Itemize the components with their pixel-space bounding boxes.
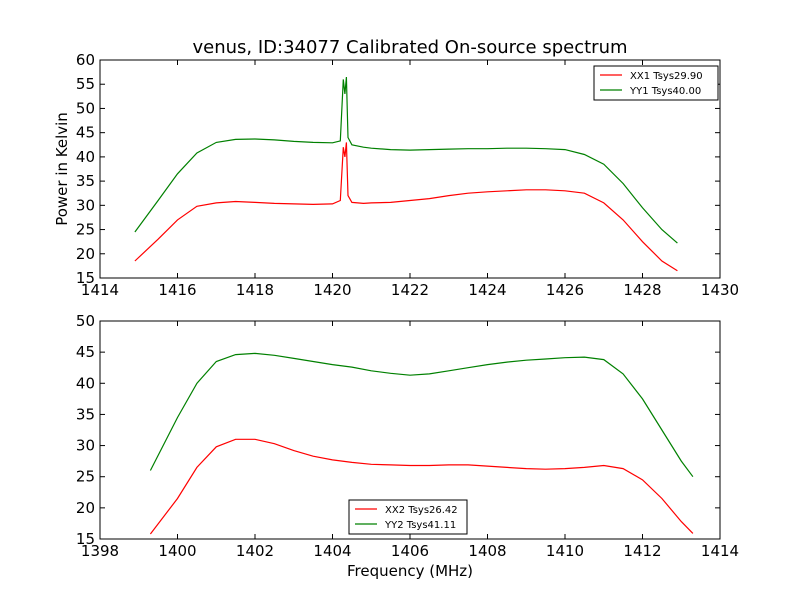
bottom-panel: 1398 1400 1402 1404 1406 1408 1410 1412 1414 15 20… bbox=[76, 312, 739, 580]
y-tick-label: 20 bbox=[76, 499, 95, 517]
y-tick-label: 60 bbox=[76, 51, 95, 69]
y-tick-label: 45 bbox=[76, 343, 95, 361]
legend-label: YY2 Tsys41.11 bbox=[384, 520, 456, 531]
x-tick-label: 1424 bbox=[468, 281, 506, 299]
x-tick-label: 1412 bbox=[623, 542, 661, 560]
y-tick-label: 35 bbox=[76, 172, 95, 190]
x-tick-label: 1398 bbox=[81, 542, 119, 560]
y-tick-label: 20 bbox=[76, 245, 95, 263]
x-tick-label: 1410 bbox=[546, 542, 584, 560]
legend: XX2 Tsys26.42 YY2 Tsys41.11 bbox=[348, 499, 468, 535]
y-tick-label: 40 bbox=[76, 148, 95, 166]
series-line-xx bbox=[149, 438, 694, 535]
y-tick-label: 30 bbox=[76, 196, 95, 214]
top-panel: 1414 1416 1418 1420 1422 1424 1426 1428 1430 15 20… bbox=[53, 51, 739, 299]
legend-label: XX2 Tsys26.42 bbox=[385, 505, 458, 516]
y-tick-label: 45 bbox=[76, 124, 95, 142]
x-axis-label: Frequency (MHz) bbox=[347, 562, 473, 580]
figure-title: venus, ID:34077 Calibrated On-source spe… bbox=[192, 37, 627, 58]
x-tick-label: 1404 bbox=[313, 542, 351, 560]
series-line-yy bbox=[149, 352, 694, 478]
y-tick-label: 15 bbox=[76, 530, 95, 548]
x-tick-label: 1414 bbox=[81, 281, 119, 299]
x-tick-label: 1426 bbox=[546, 281, 584, 299]
x-tick-label: 1420 bbox=[313, 281, 351, 299]
y-tick-label: 35 bbox=[76, 405, 95, 423]
legend: XX1 Tsys29.90 YY1 Tsys40.00 bbox=[593, 65, 719, 101]
x-tick-label: 1408 bbox=[468, 542, 506, 560]
y-tick-label: 25 bbox=[76, 468, 95, 486]
y-tick-label: 55 bbox=[76, 75, 95, 93]
legend-label: XX1 Tsys29.90 bbox=[630, 71, 703, 82]
x-tick-label: 1406 bbox=[391, 542, 429, 560]
x-tick-label: 1418 bbox=[236, 281, 274, 299]
legend-box bbox=[593, 65, 719, 101]
legend-label: YY1 Tsys40.00 bbox=[629, 86, 701, 97]
y-tick-label: 50 bbox=[76, 99, 95, 117]
series-line-xx bbox=[134, 142, 678, 272]
y-tick-label: 25 bbox=[76, 221, 95, 239]
y-tick-label: 40 bbox=[76, 374, 95, 392]
y-tick-label: 50 bbox=[76, 312, 95, 330]
x-tick-label: 1402 bbox=[236, 542, 274, 560]
y-axis-label: Power in Kelvin bbox=[53, 112, 71, 226]
x-tick-label: 1428 bbox=[623, 281, 661, 299]
x-tick-label: 1416 bbox=[158, 281, 196, 299]
legend-box bbox=[348, 499, 468, 535]
x-tick-label: 1430 bbox=[701, 281, 739, 299]
x-tick-label: 1422 bbox=[391, 281, 429, 299]
y-tick-label: 30 bbox=[76, 437, 95, 455]
series-line-yy bbox=[134, 76, 678, 244]
x-tick-label: 1414 bbox=[701, 542, 739, 560]
x-tick-label: 1400 bbox=[158, 542, 196, 560]
y-tick-label: 15 bbox=[76, 269, 95, 287]
